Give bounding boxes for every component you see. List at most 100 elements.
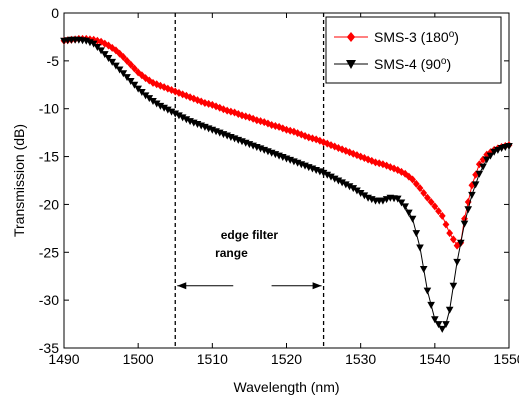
series-2 bbox=[60, 36, 513, 333]
data-point bbox=[231, 108, 238, 117]
data-point bbox=[393, 195, 402, 203]
legend: SMS-3 (180o) SMS-4 (90o) bbox=[325, 16, 502, 84]
data-point bbox=[431, 202, 439, 211]
data-point bbox=[164, 84, 172, 93]
data-point bbox=[349, 149, 357, 158]
data-point bbox=[126, 77, 135, 85]
data-point bbox=[156, 102, 165, 110]
legend-marker bbox=[346, 32, 356, 42]
data-point bbox=[164, 106, 172, 114]
right-arrowhead bbox=[312, 282, 322, 290]
data-point bbox=[305, 133, 313, 142]
data-point bbox=[175, 88, 183, 97]
data-point bbox=[149, 98, 157, 106]
data-point bbox=[338, 145, 346, 154]
data-point bbox=[182, 116, 191, 124]
data-point bbox=[419, 266, 428, 274]
data-point bbox=[431, 316, 439, 324]
data-point bbox=[178, 114, 187, 122]
legend-label: SMS-4 (90o) bbox=[374, 56, 451, 73]
data-point bbox=[438, 211, 446, 220]
y-tick-label: -25 bbox=[39, 244, 59, 260]
data-point bbox=[475, 170, 484, 178]
data-point bbox=[472, 170, 480, 179]
y-tick-label: -15 bbox=[39, 149, 59, 165]
data-point bbox=[453, 258, 461, 266]
data-point bbox=[271, 121, 279, 130]
data-point bbox=[412, 179, 420, 188]
data-point bbox=[442, 321, 450, 329]
data-point bbox=[323, 171, 332, 179]
data-point bbox=[327, 141, 335, 150]
data-point bbox=[119, 53, 127, 62]
data-point bbox=[405, 172, 413, 181]
data-point bbox=[334, 177, 343, 185]
data-point bbox=[471, 181, 480, 189]
data-point bbox=[409, 175, 416, 184]
data-point bbox=[423, 287, 432, 295]
data-point bbox=[438, 325, 447, 333]
data-point bbox=[100, 51, 109, 59]
data-point bbox=[405, 209, 413, 217]
data-point bbox=[130, 81, 139, 89]
data-point bbox=[283, 125, 290, 134]
data-point bbox=[119, 70, 128, 78]
data-point bbox=[445, 306, 454, 314]
data-point bbox=[145, 95, 154, 103]
data-point bbox=[360, 154, 368, 163]
data-point bbox=[449, 282, 458, 290]
legend-label: SMS-3 (180o) bbox=[374, 29, 459, 46]
data-point bbox=[449, 235, 457, 244]
x-tick-label: 1520 bbox=[271, 351, 302, 367]
data-point bbox=[461, 214, 468, 223]
data-point bbox=[468, 191, 476, 199]
data-point bbox=[208, 100, 216, 109]
data-point bbox=[394, 165, 402, 174]
x-tick-label: 1540 bbox=[419, 351, 450, 367]
data-point bbox=[456, 239, 465, 247]
data-point bbox=[383, 161, 391, 170]
data-point bbox=[482, 156, 491, 164]
data-point bbox=[416, 244, 424, 252]
data-point bbox=[167, 108, 176, 116]
y-tick-label: -10 bbox=[39, 101, 59, 117]
data-point bbox=[356, 189, 365, 197]
data-point bbox=[345, 183, 354, 191]
data-point bbox=[186, 93, 194, 102]
data-point bbox=[160, 104, 168, 112]
data-point bbox=[434, 321, 443, 329]
data-point bbox=[338, 179, 346, 187]
data-point bbox=[112, 62, 120, 70]
legend-marker bbox=[346, 60, 356, 69]
data-point bbox=[294, 129, 302, 138]
data-point bbox=[330, 175, 339, 183]
data-point bbox=[446, 229, 454, 238]
data-point bbox=[112, 46, 120, 55]
data-point bbox=[483, 150, 491, 159]
data-point bbox=[464, 206, 473, 214]
data-point bbox=[427, 198, 435, 207]
data-point bbox=[349, 185, 358, 193]
data-point bbox=[427, 301, 435, 309]
data-point bbox=[360, 192, 369, 200]
data-point bbox=[316, 136, 324, 145]
data-point bbox=[479, 163, 487, 171]
data-point bbox=[397, 199, 406, 207]
data-point bbox=[372, 158, 379, 167]
y-tick-label: -35 bbox=[39, 340, 59, 356]
data-point bbox=[416, 184, 424, 193]
edge-filter-range-label: edge filter bbox=[221, 228, 279, 242]
data-point bbox=[101, 39, 109, 48]
y-tick-label: 0 bbox=[51, 5, 59, 21]
data-point bbox=[152, 100, 161, 108]
data-point bbox=[123, 74, 131, 82]
data-point bbox=[353, 187, 361, 195]
y-tick-label: -20 bbox=[39, 196, 59, 212]
data-point bbox=[97, 47, 105, 55]
series-group bbox=[60, 34, 513, 333]
data-point bbox=[142, 74, 149, 83]
annotations: edge filter range bbox=[174, 13, 325, 348]
data-point bbox=[115, 66, 124, 74]
data-point bbox=[342, 181, 350, 189]
